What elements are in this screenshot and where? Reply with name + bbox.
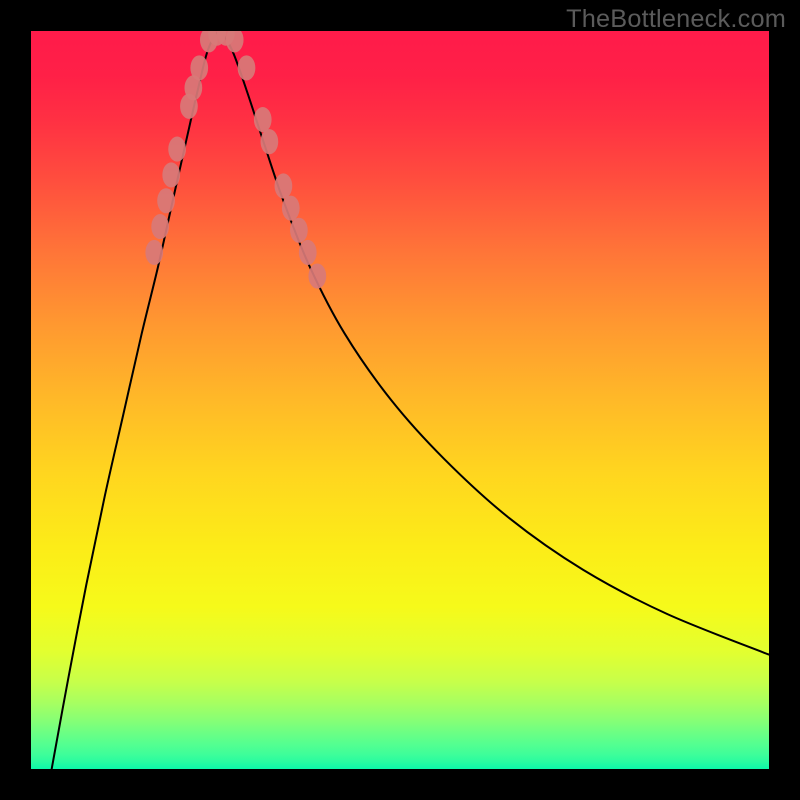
marker-dot — [299, 240, 317, 265]
marker-dot — [282, 196, 300, 221]
marker-dot — [145, 240, 163, 265]
watermark-text: TheBottleneck.com — [566, 5, 786, 34]
plot-svg — [31, 31, 769, 769]
marker-dot — [190, 55, 208, 80]
marker-dot — [238, 55, 256, 80]
marker-dot — [261, 129, 279, 154]
marker-dot — [254, 107, 272, 132]
marker-dot — [162, 162, 180, 187]
marker-dot — [308, 263, 326, 288]
gradient-background — [31, 31, 769, 769]
marker-dot — [290, 218, 308, 243]
marker-dot — [151, 214, 169, 239]
figure-root: TheBottleneck.com — [0, 0, 800, 800]
marker-dot — [275, 173, 293, 198]
marker-dot — [168, 137, 186, 162]
plot-area — [31, 31, 769, 769]
marker-dot — [157, 188, 175, 213]
